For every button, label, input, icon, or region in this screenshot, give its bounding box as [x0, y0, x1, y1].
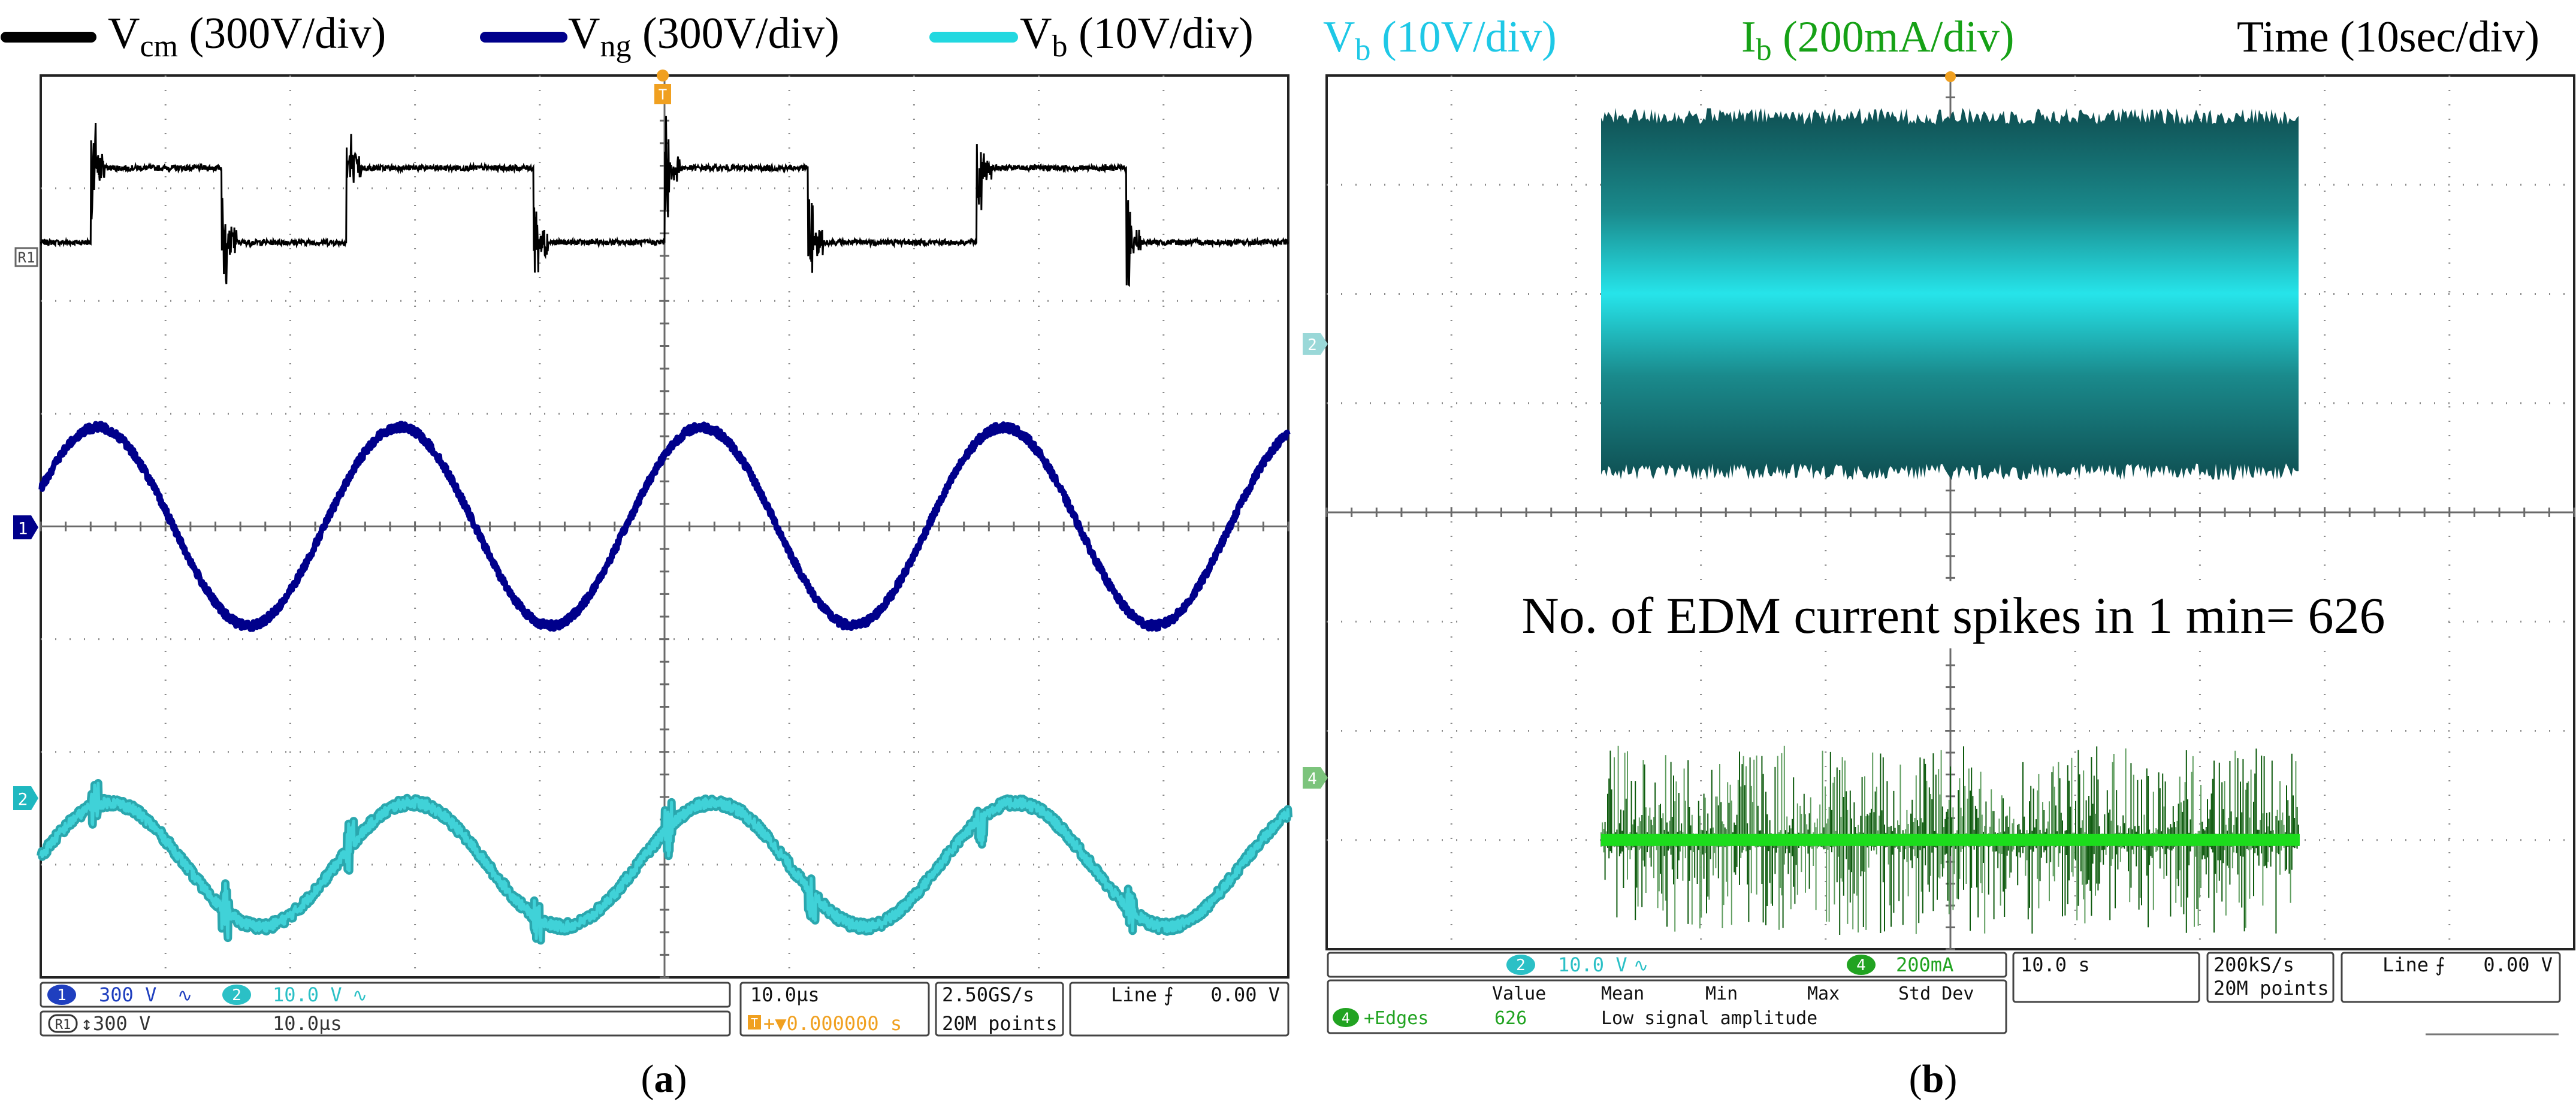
- ch2-marker-a: 2: [13, 786, 38, 810]
- timebase-b: 10.0 s: [2021, 953, 2090, 976]
- edm-spike-annotation: No. of EDM current spikes in 1 min= 626: [1521, 587, 2385, 644]
- meas-header-stddev: Std Dev: [1898, 983, 1974, 1004]
- ch2-marker-b: 2: [1303, 333, 1328, 355]
- ref-scale: 300 V: [93, 1012, 150, 1035]
- trigger-marker-b: [1945, 71, 1956, 82]
- meas-header-mean: Mean: [1601, 983, 1644, 1004]
- ch1-marker: 1: [13, 515, 38, 539]
- ch2-badge-a: 2: [232, 986, 241, 1004]
- trigger-level-b: 0.00 V: [2483, 953, 2553, 976]
- ch1-coupling-icon: ∿: [177, 985, 192, 1006]
- ref-coupling-icon: ↕: [81, 1012, 92, 1035]
- trace-vcm: [40, 116, 1289, 288]
- ch4-badge: 4: [1856, 956, 1866, 974]
- channel-readout-b: [1327, 952, 2007, 978]
- ch2-badge-b: 2: [1516, 956, 1526, 974]
- trigger-position: +▼0.000000 s: [763, 1012, 902, 1035]
- meas-name: +Edges: [1364, 1008, 1429, 1029]
- sample-rate-b: 200kS/s: [2213, 953, 2294, 976]
- panel-b: Vb (10V/div) Ib (200mA/div) Time (10sec/…: [1303, 13, 2575, 1101]
- trigger-level-a: 0.00 V: [1210, 983, 1280, 1006]
- svg-text:1: 1: [18, 518, 28, 538]
- sample-rate-a: 2.50GS/s: [942, 983, 1034, 1006]
- ib-baseline: [1601, 834, 2300, 846]
- status-bar-b: 2 10.0 V ∿ 4 200mA 10.0 s 200kS/s 20M po…: [1327, 952, 2561, 1035]
- ch1-scale: 300 V: [99, 983, 156, 1006]
- trigger-slope-icon-a: ⨍: [1164, 983, 1174, 1006]
- legend-label-vcm: Vcm (300V/div): [108, 9, 386, 64]
- record-length-b: 20M points: [2213, 977, 2329, 1000]
- acquisition-readout-b: [2206, 952, 2335, 1003]
- meas-header-max: Max: [1807, 983, 1840, 1004]
- svg-text:T: T: [659, 86, 667, 103]
- svg-text:4: 4: [1307, 770, 1317, 788]
- meas-channel-badge: 4: [1342, 1010, 1350, 1027]
- time-label-b: Time (10sec/div): [2237, 13, 2539, 62]
- traces-a: [37, 116, 1292, 945]
- trigger-source-a: Line: [1111, 983, 1157, 1006]
- status-bar-a: 1 300 V ∿ 2 10.0 V ∿ R1 ↕ 300 V 10.0µs 1…: [40, 982, 1289, 1037]
- traces-b: [1600, 108, 2300, 935]
- vb-label-b: Vb (10V/div): [1323, 13, 1557, 67]
- ch1-badge: 1: [57, 986, 67, 1004]
- ch2-coupling-icon: ∿: [352, 985, 367, 1006]
- meas-value: 626: [1494, 1008, 1527, 1029]
- trigger-pos-icon: T: [751, 1016, 758, 1030]
- record-length-a: 20M points: [942, 1012, 1058, 1035]
- meas-note: Low signal amplitude: [1601, 1008, 1817, 1029]
- ch4-scale: 200mA: [1896, 953, 1953, 976]
- meas-header-value: Value: [1492, 983, 1546, 1004]
- ch2-coupling-icon-b: ∿: [1633, 955, 1648, 976]
- annotation-backdrop: [1462, 581, 2445, 648]
- ib-label-b: Ib (200mA/div): [1741, 13, 2015, 67]
- trigger-readout-b: [2341, 952, 2561, 1003]
- channel-readout-a: [40, 982, 731, 1008]
- trigger-slope-icon-b: ⨍: [2435, 953, 2445, 976]
- legend-a: Vcm (300V/div) Vng (300V/div) Vb (10V/di…: [1, 9, 1254, 64]
- panel-a: Vcm (300V/div) Vng (300V/div) Vb (10V/di…: [1, 9, 1292, 1101]
- ref-readout: [40, 1010, 731, 1037]
- ref-time: 10.0µs: [273, 1012, 342, 1035]
- timebase-readout-b: [2012, 952, 2200, 1003]
- acquisition-readout-a: [935, 982, 1064, 1037]
- svg-text:R1: R1: [18, 249, 35, 266]
- measurement-table: [1327, 979, 2007, 1034]
- ch4-marker-b: 4: [1303, 767, 1328, 789]
- trace-vng: [38, 421, 1291, 632]
- trigger-readout-a: [1069, 982, 1289, 1037]
- legend-label-vng: Vng (300V/div): [568, 9, 839, 64]
- trace-vb-b: [1601, 108, 2299, 480]
- trigger-source-b: Line: [2382, 953, 2429, 976]
- svg-text:2: 2: [18, 789, 28, 809]
- ref-badge: R1: [55, 1018, 71, 1033]
- caption-b: (b): [1909, 1057, 1958, 1101]
- caption-a: (a): [641, 1057, 687, 1101]
- timebase-a: 10.0µs: [750, 983, 820, 1006]
- trace-vb-a-core: [39, 781, 1290, 942]
- timebase-readout-a: [739, 982, 930, 1037]
- ch2-scale-a: 10.0 V: [273, 983, 342, 1006]
- meas-header-min: Min: [1705, 983, 1738, 1004]
- trigger-marker-a: T: [654, 70, 671, 104]
- legend-label-vb: Vb (10V/div): [1020, 9, 1254, 64]
- ch2-scale-b: 10.0 V: [1558, 953, 1627, 976]
- ref-marker: R1: [14, 247, 38, 267]
- svg-text:2: 2: [1307, 336, 1317, 354]
